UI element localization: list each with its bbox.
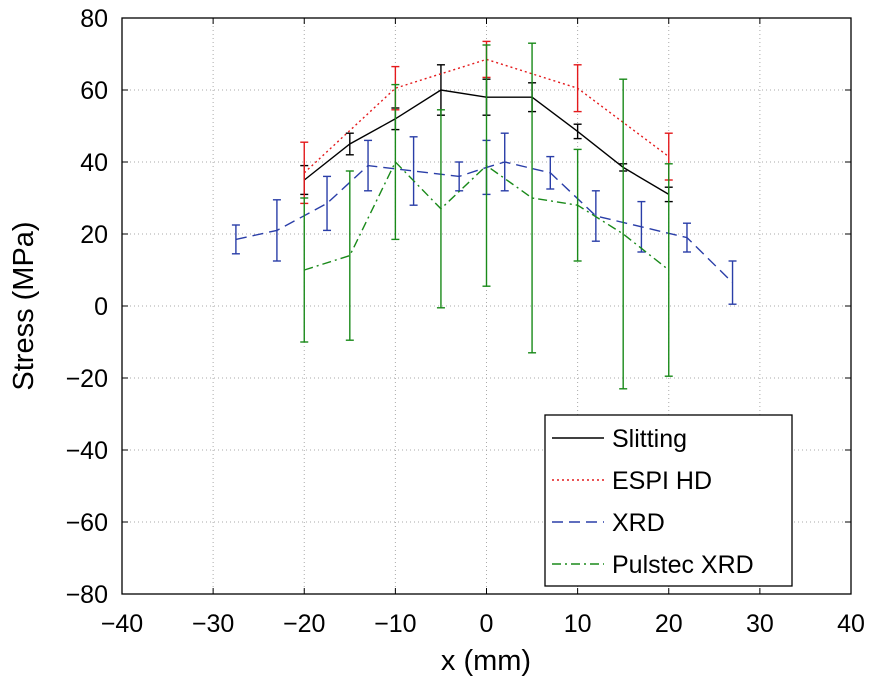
y-tick-label: 20 (80, 221, 108, 249)
x-axis-title: x (mm) (441, 645, 531, 677)
y-tick-label: −20 (66, 365, 108, 393)
y-axis-title: Stress (MPa) (8, 221, 40, 390)
y-tick-label: 80 (80, 5, 108, 33)
legend-box (544, 414, 793, 587)
legend-label: Pulstec XRD (612, 551, 754, 579)
x-tick-label: 40 (837, 610, 865, 638)
x-tick-label: −40 (101, 610, 143, 638)
y-tick-label: −80 (66, 581, 108, 609)
series-pulstec-xrd (300, 42, 673, 390)
y-tick-label: 60 (80, 77, 108, 105)
y-tick-label: 40 (80, 149, 108, 177)
series-line (304, 160, 670, 271)
legend-label: Slitting (612, 425, 687, 453)
ticks: −40 −30 −20 −10 0 10 20 30 40 −80 −60 −40 −20 0 20 40 60… (66, 5, 865, 638)
series-layer (231, 40, 737, 390)
x-tick-label: 20 (655, 610, 683, 638)
x-tick-label: −20 (283, 610, 325, 638)
x-tick-label: 10 (564, 610, 592, 638)
x-tick-label: −10 (374, 610, 416, 638)
x-tick-label: 30 (746, 610, 774, 638)
legend-label: XRD (612, 509, 665, 537)
y-tick-label: −40 (66, 437, 108, 465)
x-tick-label: −30 (192, 610, 234, 638)
legend-label: ESPI HD (612, 467, 712, 495)
x-tick-label: 0 (480, 610, 494, 638)
y-tick-label: −60 (66, 509, 108, 537)
y-tick-label: 0 (94, 293, 108, 321)
legend: Slitting ESPI HD XRD Pulstec XRD (544, 414, 793, 587)
